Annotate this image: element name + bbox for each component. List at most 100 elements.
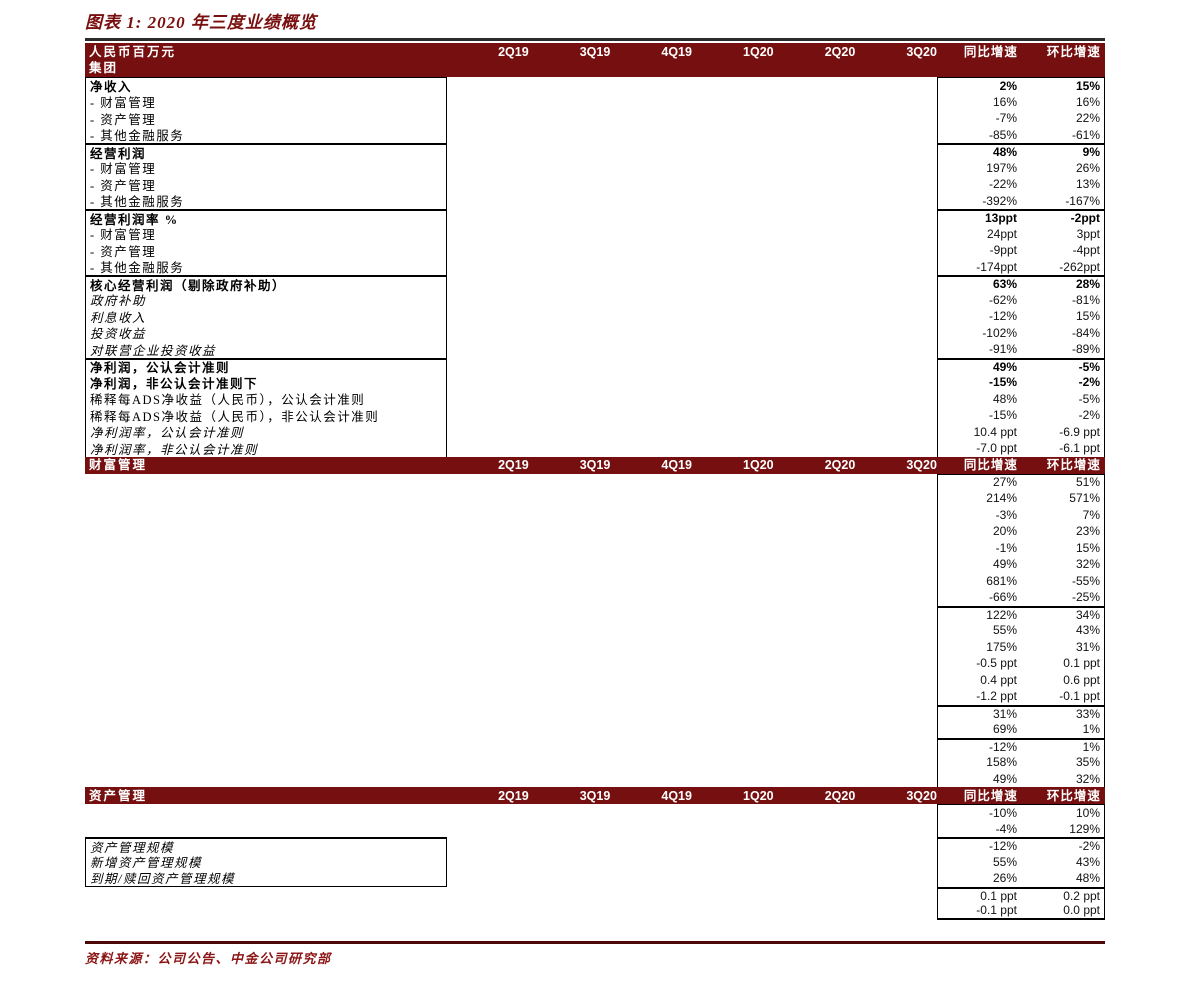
qoq-value: -4ppt: [1072, 243, 1100, 258]
quarter-data-area: [447, 127, 937, 144]
quarter-data-area: [447, 721, 937, 738]
growth-values: 16% 16%: [937, 93, 1105, 110]
table-row: 175% 31%: [85, 638, 1105, 656]
table-row: - 财富管理 16% 16%: [85, 93, 1105, 110]
table-row: -4% 129%: [85, 820, 1105, 837]
qoq-value: 0.2 ppt: [1063, 888, 1100, 903]
band-title-line1: 财富管理: [89, 458, 148, 472]
quarter-data-area: [447, 655, 937, 672]
growth-values: 48% -5%: [937, 390, 1105, 407]
growth-values: 0.4 ppt 0.6 ppt: [937, 671, 1105, 688]
qoq-value: -262ppt: [1059, 259, 1100, 274]
qoq-value: -2ppt: [1070, 211, 1100, 226]
qoq-value: -25%: [1071, 590, 1100, 605]
growth-values: 24ppt 3ppt: [937, 225, 1105, 242]
growth-values: 158% 35%: [937, 754, 1105, 771]
table-row: 0.1 ppt 0.2 ppt: [85, 886, 1105, 904]
qoq-value: -6.1 ppt: [1059, 441, 1100, 456]
growth-values: -7% 22%: [937, 110, 1105, 127]
yoy-value: 49%: [992, 359, 1017, 374]
growth-column-header: 环比增速: [1046, 45, 1101, 59]
row-label: 政府补助: [85, 291, 447, 308]
growth-values: -1% 15%: [937, 539, 1105, 556]
qoq-value: 15%: [1075, 78, 1100, 93]
qoq-value: 0.0 ppt: [1063, 903, 1100, 918]
quarter-data-area: [447, 341, 937, 358]
quarter-data-area: [447, 440, 937, 457]
row-label: [85, 771, 447, 788]
row-label: 经营利润: [85, 143, 447, 161]
quarter-data-area: [447, 523, 937, 540]
quarter-column-header: 1Q20: [743, 45, 774, 59]
growth-values: -85% -61%: [937, 126, 1105, 143]
growth-values: 0.1 ppt 0.2 ppt: [937, 886, 1105, 903]
quarter-data-area: [447, 837, 937, 854]
qoq-value: -81%: [1071, 292, 1100, 307]
row-label: [85, 887, 447, 904]
row-label: [85, 738, 447, 755]
row-label: 稀释每ADS净收益（人民币），公认会计准则: [85, 390, 447, 407]
row-label: [85, 639, 447, 656]
qoq-value: 26%: [1075, 160, 1100, 175]
yoy-value: -12%: [988, 839, 1017, 854]
row-label: [85, 622, 447, 639]
yoy-value: 27%: [992, 475, 1017, 490]
quarter-data-area: [447, 804, 937, 821]
qoq-value: 43%: [1075, 854, 1100, 869]
row-label: [85, 523, 447, 540]
growth-values: 69% 1%: [937, 721, 1105, 738]
quarter-data-area: [447, 176, 937, 193]
table-row: 27% 51%: [85, 473, 1105, 490]
row-label: 净利润率，公认会计准则: [85, 423, 447, 440]
qoq-value: 28%: [1075, 277, 1100, 292]
table-row: 122% 34%: [85, 605, 1105, 623]
quarter-data-area: [447, 507, 937, 524]
table-row: 净利润，非公认会计准则下 -15% -2%: [85, 374, 1105, 391]
qoq-value: -6.9 ppt: [1059, 424, 1100, 439]
yoy-value: -174ppt: [976, 259, 1017, 274]
band-title: 财富管理: [85, 457, 447, 473]
table-row: 214% 571%: [85, 490, 1105, 507]
row-label: 资产管理规模: [85, 837, 447, 855]
quarter-data-area: [447, 209, 937, 226]
growth-values: -12% -2%: [937, 837, 1105, 854]
quarter-data-area: [447, 606, 937, 623]
qoq-value: 1%: [1082, 722, 1100, 737]
growth-values: -66% -25%: [937, 589, 1105, 606]
growth-values: 49% 32%: [937, 770, 1105, 787]
quarter-data-area: [447, 77, 937, 94]
chart-title: 图表 1: 2020 年三度业绩概览: [85, 13, 317, 32]
row-label: 对联营企业投资收益: [85, 341, 447, 358]
band-title: 人民币百万元 集团: [85, 43, 447, 76]
row-label: 投资收益: [85, 324, 447, 341]
quarter-column-header: 2Q19: [498, 458, 529, 472]
growth-values: -4% 129%: [937, 820, 1105, 837]
quarter-column-header: 2Q19: [498, 45, 529, 59]
qoq-value: -2%: [1078, 839, 1100, 854]
growth-values: -0.1 ppt 0.0 ppt: [937, 903, 1105, 920]
growth-values: -102% -84%: [937, 324, 1105, 341]
row-label: [85, 655, 447, 672]
table-row: 资产管理规模 -12% -2%: [85, 837, 1105, 855]
yoy-value: -10%: [988, 805, 1017, 820]
qoq-value: 43%: [1075, 623, 1100, 638]
table-row: -66% -25%: [85, 589, 1105, 606]
table-row: 投资收益 -102% -84%: [85, 324, 1105, 341]
quarter-column-header: 3Q20: [906, 458, 937, 472]
quarter-column-header: 3Q19: [579, 788, 611, 803]
yoy-value: 24ppt: [986, 226, 1017, 241]
qoq-value: 48%: [1075, 871, 1100, 886]
row-label: 到期/赎回资产管理规模: [85, 870, 447, 887]
row-label: [85, 688, 447, 705]
yoy-value: 55%: [992, 623, 1017, 638]
growth-values: -0.5 ppt 0.1 ppt: [937, 655, 1105, 672]
growth-values: 55% 43%: [937, 622, 1105, 639]
growth-values: -7.0 ppt -6.1 ppt: [937, 440, 1105, 457]
qoq-value: 35%: [1075, 755, 1100, 770]
qoq-value: -0.1 ppt: [1059, 689, 1100, 704]
table-row: 681% -55%: [85, 572, 1105, 589]
row-label: - 其他金融服务: [85, 126, 447, 143]
yoy-value: -85%: [988, 127, 1017, 142]
quarter-column-header: 1Q20: [743, 458, 774, 472]
yoy-value: -22%: [988, 177, 1017, 192]
